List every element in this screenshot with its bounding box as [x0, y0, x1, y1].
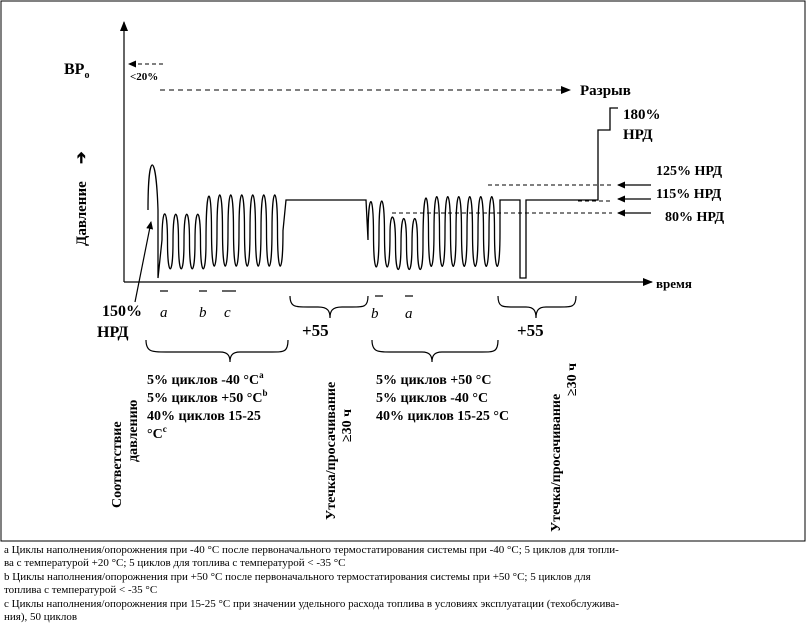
- cycle-letter-b1: b: [199, 305, 207, 321]
- left-group-line1: 5% циклов -40 °Ca: [147, 370, 264, 388]
- brace-left-group: [145, 339, 289, 363]
- footnote-b-line1: b Циклы наполнения/опорожнения при +50 °…: [4, 571, 591, 583]
- leak-label-1a: Утечка/просачивание: [324, 382, 339, 520]
- x-axis-label: время: [656, 276, 692, 291]
- p180-label-1: 180%: [623, 107, 661, 123]
- leak-label-2a: Утечка/просачивание: [549, 394, 564, 532]
- leak-label-2b: ≥30 ч: [565, 363, 580, 396]
- cycle-letter-a2: a: [405, 306, 413, 322]
- cycle-letter-a1: a: [160, 305, 168, 321]
- rupture-label: Разрыв: [580, 83, 631, 99]
- left-group-line2: 5% циклов +50 °Cb: [147, 388, 267, 406]
- footnote-c-line1: c Циклы наполнения/опорожнения при 15-25…: [4, 598, 619, 610]
- footnote-a-line2: ва с температурой +20 °C; 5 циклов для т…: [4, 557, 345, 569]
- pressure-curve: [147, 107, 618, 279]
- right-group-line1: 5% циклов +50 °C: [376, 373, 491, 388]
- p115-label: 115% НРД: [656, 187, 722, 202]
- y-axis-arrow-icon: ➔: [74, 151, 90, 164]
- brace-plus55-1: [289, 295, 369, 319]
- y-axis-label-group: Давление ➔: [74, 151, 90, 246]
- left-group-line4: °Cc: [147, 424, 167, 442]
- compliance-label-1: Соответствие: [110, 421, 125, 508]
- footnote-a-line1: a Циклы наполнения/опорожнения при -40 °…: [4, 544, 619, 556]
- leak-label-1b: ≥30 ч: [340, 409, 355, 442]
- brace-plus55-2: [497, 295, 577, 319]
- p150-label-2: НРД: [97, 324, 129, 341]
- compliance-label-2: давлению: [126, 399, 141, 462]
- brace-right-group: [371, 339, 499, 363]
- p150-label-1: 150%: [102, 303, 142, 320]
- cycle-dash-marks: [160, 290, 413, 297]
- right-group-line3: 40% циклов 15-25 °C: [376, 409, 509, 424]
- cycle-letter-b2: b: [371, 306, 379, 322]
- right-group-line2: 5% циклов -40 °C: [376, 391, 488, 406]
- p180-label-2: НРД: [623, 127, 653, 143]
- left-group-line3: 40% циклов 15-25: [147, 409, 261, 424]
- p125-label: 125% НРД: [656, 164, 722, 179]
- plus55-label-1: +55: [302, 321, 329, 340]
- footnote-c-line2: ния), 50 циклов: [4, 611, 77, 623]
- lt20-label: <20%: [130, 71, 158, 83]
- y-axis-label: Давление: [74, 181, 90, 246]
- p80-label: 80% НРД: [665, 210, 724, 225]
- footnote-b-line2: топлива с температурой < -35 °C: [4, 584, 157, 596]
- plus55-label-2: +55: [517, 321, 544, 340]
- p150-pointer: [134, 221, 154, 303]
- bp-label: BPo: [64, 61, 89, 81]
- cycle-letter-c1: c: [224, 305, 231, 321]
